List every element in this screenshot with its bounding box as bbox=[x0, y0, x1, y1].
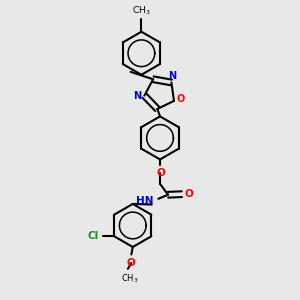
Text: O: O bbox=[127, 258, 136, 268]
Text: N: N bbox=[168, 71, 176, 81]
Text: CH$_3$: CH$_3$ bbox=[121, 272, 139, 285]
Text: HN: HN bbox=[136, 196, 153, 206]
Text: Cl: Cl bbox=[88, 231, 99, 241]
Text: O: O bbox=[185, 189, 194, 199]
Text: O: O bbox=[177, 94, 185, 104]
Text: N: N bbox=[133, 91, 141, 100]
Text: O: O bbox=[156, 168, 165, 178]
Text: CH$_3$: CH$_3$ bbox=[132, 4, 151, 16]
